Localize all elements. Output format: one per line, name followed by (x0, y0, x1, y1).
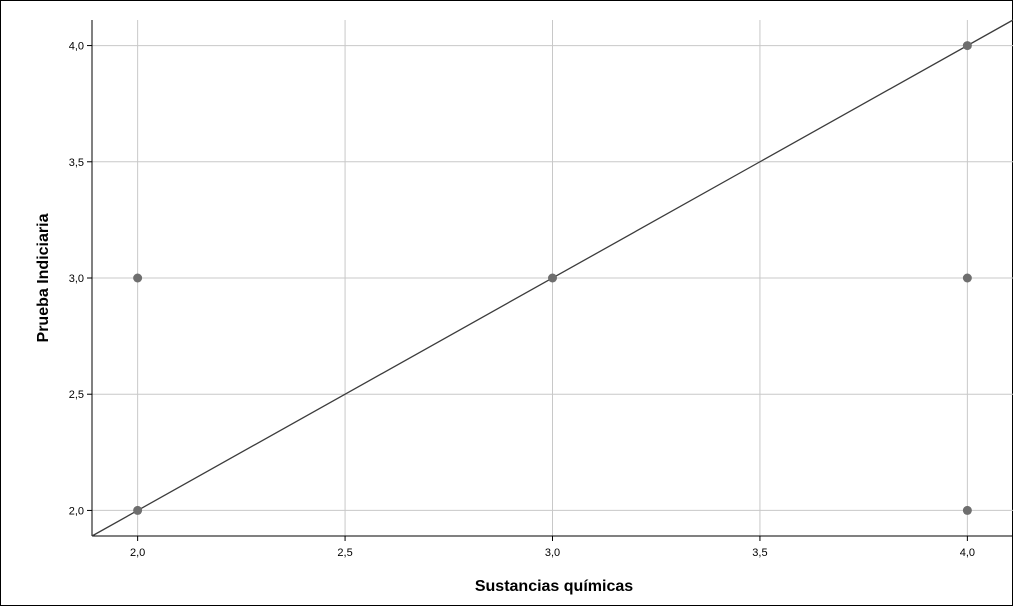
x-tick-label-0: 2,0 (130, 547, 145, 559)
data-point-3 (962, 505, 972, 515)
data-point-2 (548, 273, 557, 283)
x-tick-label-4: 4,0 (960, 547, 975, 559)
y-tick-label-3: 3,5 (69, 157, 84, 169)
data-point-1 (133, 273, 143, 283)
y-tick-label-4: 4,0 (69, 41, 84, 53)
data-point-5 (962, 41, 972, 51)
y-tick-label-2: 3,0 (69, 273, 84, 285)
data-point-4 (962, 273, 972, 283)
y-axis-title: Prueba Indiciaria (35, 213, 52, 342)
x-axis-title: Sustancias químicas (475, 578, 633, 595)
y-tick-label-0: 2,0 (69, 505, 84, 517)
data-point-0 (133, 505, 143, 515)
data-points (133, 41, 972, 515)
y-tick-label-1: 2,5 (69, 389, 84, 401)
x-axis-ticks: 2,0 2,5 3,0 3,5 4,0 (130, 536, 975, 559)
x-tick-label-1: 2,5 (337, 547, 352, 559)
x-tick-label-3: 3,5 (752, 547, 767, 559)
y-axis-ticks: 2,0 2,5 3,0 3,5 4,0 (69, 41, 92, 517)
x-tick-label-2: 3,0 (545, 547, 560, 559)
